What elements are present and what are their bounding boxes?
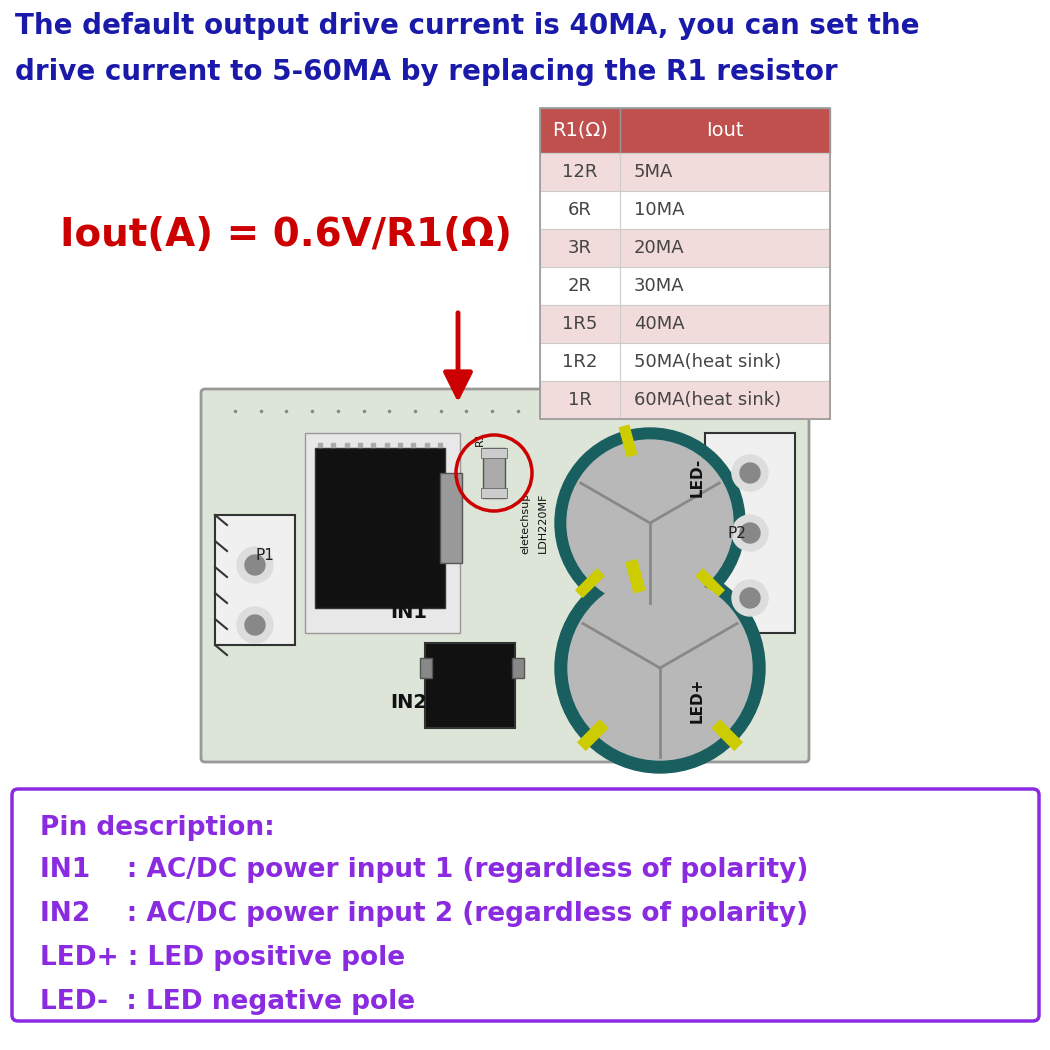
FancyBboxPatch shape (315, 448, 445, 608)
Circle shape (732, 580, 768, 616)
Text: 3R: 3R (568, 239, 592, 257)
Text: The default output drive current is 40MA, you can set the: The default output drive current is 40MA… (15, 12, 920, 40)
Text: 1R: 1R (568, 391, 592, 410)
FancyBboxPatch shape (540, 343, 830, 381)
Text: P2: P2 (728, 525, 747, 541)
Text: 1R2: 1R2 (563, 353, 597, 371)
FancyBboxPatch shape (540, 108, 830, 153)
FancyBboxPatch shape (481, 448, 507, 458)
Circle shape (740, 463, 760, 483)
Text: Iout(A) = 0.6V/R1(Ω): Iout(A) = 0.6V/R1(Ω) (60, 216, 512, 254)
Circle shape (740, 523, 760, 543)
Text: LED-: LED- (690, 458, 705, 498)
FancyBboxPatch shape (540, 229, 830, 267)
Circle shape (567, 440, 733, 606)
FancyBboxPatch shape (12, 789, 1040, 1021)
Text: 40MA: 40MA (634, 315, 685, 333)
Text: LDH220MF: LDH220MF (538, 492, 548, 553)
Text: Iout: Iout (707, 121, 743, 140)
Text: R1(Ω): R1(Ω) (552, 121, 608, 140)
FancyBboxPatch shape (481, 488, 507, 498)
Text: eletechsup: eletechsup (520, 492, 530, 553)
Text: LED-  : LED negative pole: LED- : LED negative pole (40, 989, 415, 1015)
Circle shape (732, 514, 768, 551)
Text: IN1    : AC/DC power input 1 (regardless of polarity): IN1 : AC/DC power input 1 (regardless of… (40, 857, 808, 883)
FancyBboxPatch shape (540, 381, 830, 419)
FancyBboxPatch shape (201, 388, 808, 762)
FancyBboxPatch shape (512, 658, 524, 678)
Text: LED+ : LED positive pole: LED+ : LED positive pole (40, 945, 405, 971)
Text: 5MA: 5MA (634, 163, 673, 181)
Text: 50MA(heat sink): 50MA(heat sink) (634, 353, 781, 371)
FancyBboxPatch shape (540, 191, 830, 229)
Text: P1: P1 (255, 547, 274, 563)
Text: 1R5: 1R5 (563, 315, 597, 333)
Text: Pin description:: Pin description: (40, 815, 275, 841)
Circle shape (555, 563, 765, 773)
Text: 10MA: 10MA (634, 201, 685, 219)
Text: drive current to 5-60MA by replacing the R1 resistor: drive current to 5-60MA by replacing the… (15, 58, 838, 86)
Text: IN2: IN2 (390, 693, 427, 713)
Circle shape (237, 607, 273, 643)
Text: IN2    : AC/DC power input 2 (regardless of polarity): IN2 : AC/DC power input 2 (regardless of… (40, 901, 808, 927)
Text: 12R: 12R (563, 163, 597, 181)
FancyBboxPatch shape (540, 304, 830, 343)
FancyBboxPatch shape (540, 153, 830, 191)
Text: IN1: IN1 (390, 604, 427, 623)
Text: 30MA: 30MA (634, 277, 685, 295)
Circle shape (237, 547, 273, 583)
Circle shape (568, 576, 752, 760)
Text: 20MA: 20MA (634, 239, 685, 257)
Text: 60MA(heat sink): 60MA(heat sink) (634, 391, 781, 410)
Circle shape (245, 615, 265, 635)
FancyBboxPatch shape (215, 514, 295, 645)
Text: R1: R1 (475, 432, 485, 446)
Text: 6R: 6R (568, 201, 592, 219)
FancyBboxPatch shape (540, 267, 830, 304)
Text: 2R: 2R (568, 277, 592, 295)
Circle shape (740, 588, 760, 608)
FancyBboxPatch shape (483, 448, 505, 498)
FancyBboxPatch shape (705, 433, 795, 633)
FancyBboxPatch shape (425, 643, 514, 728)
FancyBboxPatch shape (304, 433, 460, 633)
Circle shape (555, 428, 746, 618)
Circle shape (245, 555, 265, 575)
FancyBboxPatch shape (440, 472, 462, 563)
Circle shape (732, 455, 768, 491)
FancyBboxPatch shape (420, 658, 432, 678)
Text: LED+: LED+ (690, 678, 705, 723)
